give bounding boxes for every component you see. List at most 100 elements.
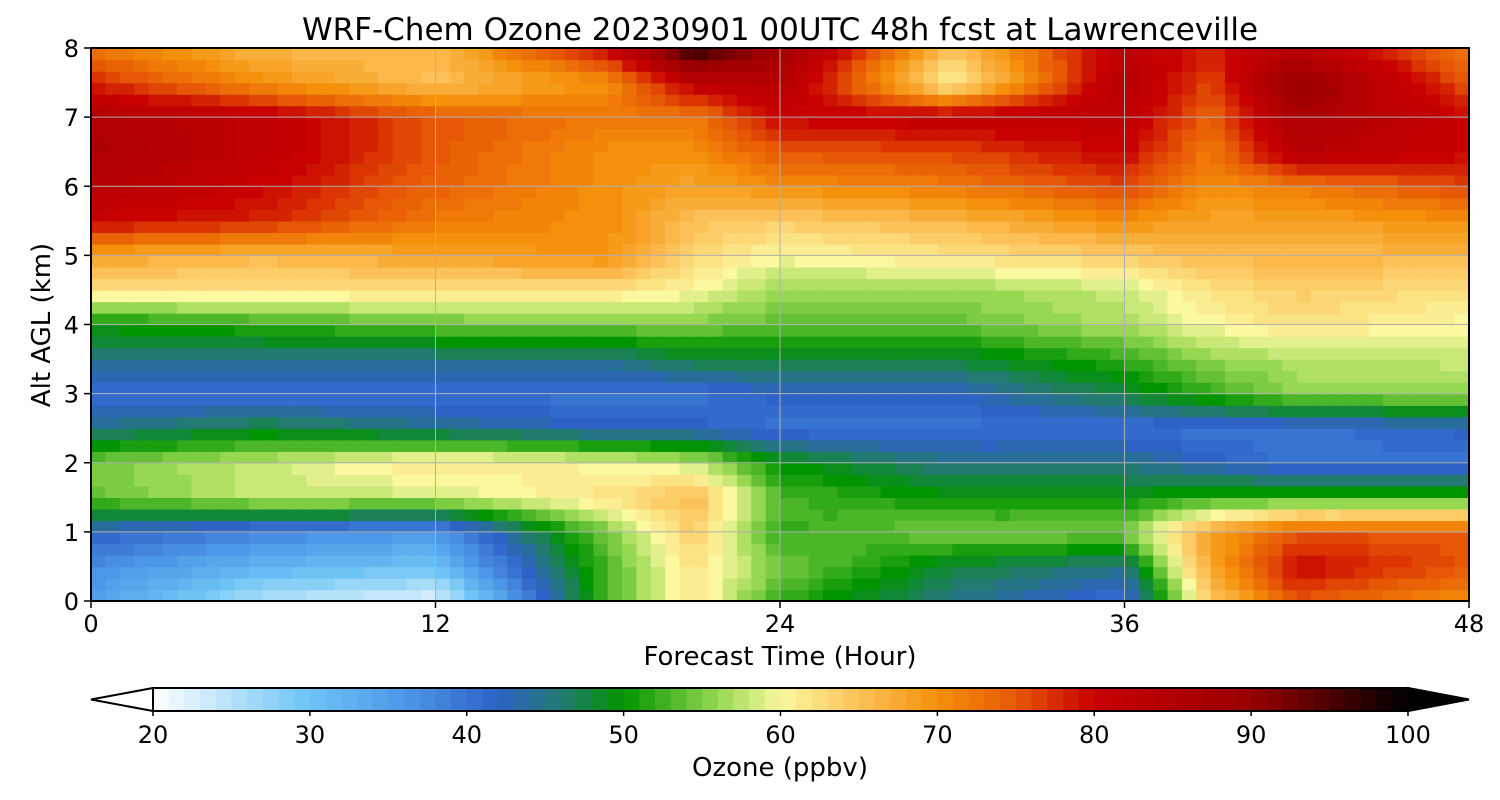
heatmap-cell [894,232,910,245]
heatmap-cell [693,543,709,556]
heatmap-cell [449,312,465,326]
heatmap-cell [421,508,437,522]
heatmap-cell [751,243,767,257]
heatmap-cell [1354,163,1370,176]
heatmap-cell [220,497,236,510]
heatmap-cell [995,82,1011,95]
heatmap-cell [1425,439,1441,452]
heatmap-cell [392,117,408,130]
heatmap-cell [1009,324,1025,337]
heatmap-cell [1311,347,1327,360]
heatmap-cell [464,266,480,280]
heatmap-cell [1181,554,1197,568]
heatmap-cell [1167,59,1183,72]
heatmap-cell [105,428,121,441]
heatmap-cell [1397,278,1413,291]
heatmap-cell [1038,474,1054,487]
heatmap-cell [1397,577,1413,591]
heatmap-cell [1253,543,1269,556]
heatmap-cell [1038,416,1054,429]
heatmap-cell [794,255,810,268]
heatmap-cell [220,508,236,522]
heatmap-cell [134,232,150,245]
heatmap-cell [952,278,968,291]
heatmap-cell [1311,416,1327,429]
heatmap-cell [535,197,552,210]
heatmap-cell [177,82,193,95]
heatmap-cell [1138,359,1154,372]
heatmap-cell [995,324,1011,337]
heatmap-cell [579,140,595,153]
heatmap-cell [263,451,279,464]
heatmap-cell [119,301,135,314]
heatmap-cell [665,508,681,522]
heatmap-cell [937,105,953,118]
heatmap-cell [291,347,308,360]
heatmap-cell [1167,117,1183,130]
heatmap-cell [880,497,896,510]
heatmap-cell [421,209,437,222]
heatmap-cell [349,554,365,568]
heatmap-cell [679,105,695,118]
heatmap-cell [134,324,150,337]
heatmap-cell [679,359,695,372]
heatmap-cell [1124,531,1140,545]
heatmap-cell [1368,59,1384,72]
heatmap-cell [277,94,293,107]
heatmap-cell [306,566,322,579]
colorbar-tick-label: 100 [1385,721,1431,749]
heatmap-cell [1397,220,1413,234]
heatmap-cell [234,324,250,337]
heatmap-cell [1024,336,1040,349]
heatmap-cell [909,232,925,245]
heatmap-cell [1268,151,1284,164]
heatmap-cell [1239,531,1255,545]
heatmap-cell [521,474,537,487]
heatmap-cell [1167,382,1183,395]
heatmap-cell [1067,485,1083,499]
heatmap-cell [665,554,681,568]
colorbar-tick-label: 80 [1079,721,1110,749]
heatmap-cell [894,278,910,291]
heatmap-cell [1081,577,1097,591]
heatmap-cell [550,416,566,429]
heatmap-cell [492,359,508,372]
heatmap-cell [162,405,178,418]
heatmap-cell [492,566,508,579]
heatmap-cell [808,243,824,257]
heatmap-cell [1153,255,1169,268]
heatmap-cell [263,232,279,245]
heatmap-cell [148,324,164,337]
heatmap-cell [1368,485,1384,499]
heatmap-cell [464,359,480,372]
heatmap-cell [579,497,595,510]
heatmap-cell [736,278,752,291]
heatmap-cell [1038,278,1054,291]
heatmap-cell [1411,382,1427,395]
heatmap-cell [363,220,379,234]
heatmap-cell [1196,117,1212,130]
heatmap-cell [1311,278,1327,291]
heatmap-cell [1224,589,1241,601]
heatmap-cell [507,105,523,118]
heatmap-cell [1382,577,1398,591]
heatmap-cell [349,577,365,591]
heatmap-cell [693,577,709,591]
heatmap-cell [823,140,839,153]
heatmap-cell [1440,117,1456,130]
heatmap-cell [291,301,308,314]
heatmap-cell [894,462,910,475]
heatmap-cell [1339,451,1355,464]
heatmap-cell [435,117,451,130]
heatmap-cell [492,497,508,510]
heatmap-cell [392,220,408,234]
heatmap-cell [320,566,336,579]
heatmap-cell [306,82,322,95]
heatmap-cell [1181,232,1197,245]
heatmap-cell [1153,289,1169,303]
heatmap-cell [1081,508,1097,522]
heatmap-cell [1239,186,1255,199]
heatmap-cell [650,94,666,107]
heatmap-cell [722,347,738,360]
heatmap-cell [177,289,193,303]
